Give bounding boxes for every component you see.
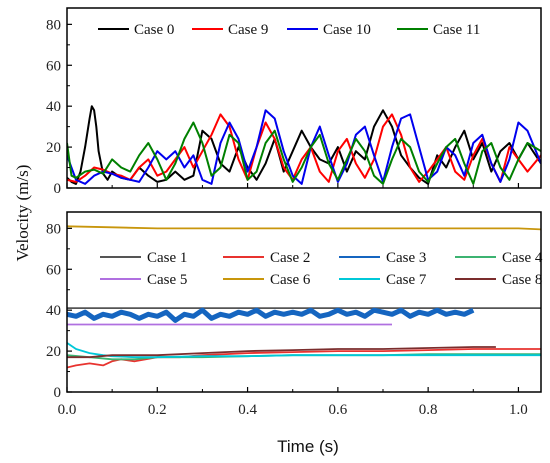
legend-label: Case 2 [270, 250, 310, 266]
series-line-case-11 [67, 121, 541, 185]
series-line-case-10 [67, 109, 541, 185]
y-axis-title: Velocity (m/s) [13, 165, 32, 262]
x-axis-ticks: 0.0 0.2 0.4 0.6 0.8 1.0 [58, 402, 528, 418]
bottom-y-tick-label: 20 [46, 344, 61, 360]
bottom-series-group [67, 225, 541, 369]
bottom-y-tick-label: 0 [54, 385, 62, 401]
legend-label: Case 7 [386, 272, 427, 288]
top-y-tick-label: 20 [46, 140, 61, 156]
legend-label: Case 0 [134, 22, 174, 38]
top-series-group [67, 105, 541, 185]
legend-label: Case 8 [502, 272, 542, 288]
bottom-legend: Case 1 Case 2 Case 3 Case 4 Case 5 Case 6 Case… [100, 250, 543, 288]
legend-label: Case 4 [502, 250, 543, 266]
bottom-y-tick-label: 40 [46, 303, 61, 319]
top-panel: 0 20 40 60 80 Case 0 Case 9 Case 10 Case 11 [46, 7, 542, 197]
x-axis-title: Time (s) [277, 437, 339, 456]
series-line-case-6 [67, 225, 541, 231]
top-legend: Case 0 Case 9 Case 10 Case 11 [98, 22, 480, 38]
bottom-y-tick-label: 60 [46, 262, 61, 278]
x-tick-label: 0.8 [419, 402, 438, 418]
series-line-case-3 [67, 307, 475, 323]
legend-label: Case 5 [147, 272, 187, 288]
legend-label: Case 1 [147, 250, 187, 266]
x-tick-label: 0.6 [328, 402, 347, 418]
bottom-y-tick-label: 80 [46, 221, 61, 237]
series-line-case-8 [67, 346, 496, 359]
series-line-case-7 [67, 342, 541, 359]
bottom-plot-frame [66, 211, 542, 393]
legend-label: Case 6 [270, 272, 311, 288]
top-y-tick-label: 0 [54, 181, 62, 197]
x-tick-label: 0.4 [238, 402, 257, 418]
legend-label: Case 11 [433, 22, 480, 38]
top-y-tick-label: 60 [46, 58, 61, 74]
x-tick-label: 0.0 [58, 402, 77, 418]
top-plot-frame [66, 7, 542, 189]
legend-label: Case 3 [386, 250, 426, 266]
legend-label: Case 10 [323, 22, 371, 38]
top-y-tick-label: 80 [46, 17, 61, 33]
x-tick-label: 1.0 [509, 402, 528, 418]
top-y-tick-label: 40 [46, 99, 61, 115]
x-tick-label: 0.2 [148, 402, 167, 418]
legend-label: Case 9 [228, 22, 268, 38]
series-line-case-9 [67, 113, 541, 183]
